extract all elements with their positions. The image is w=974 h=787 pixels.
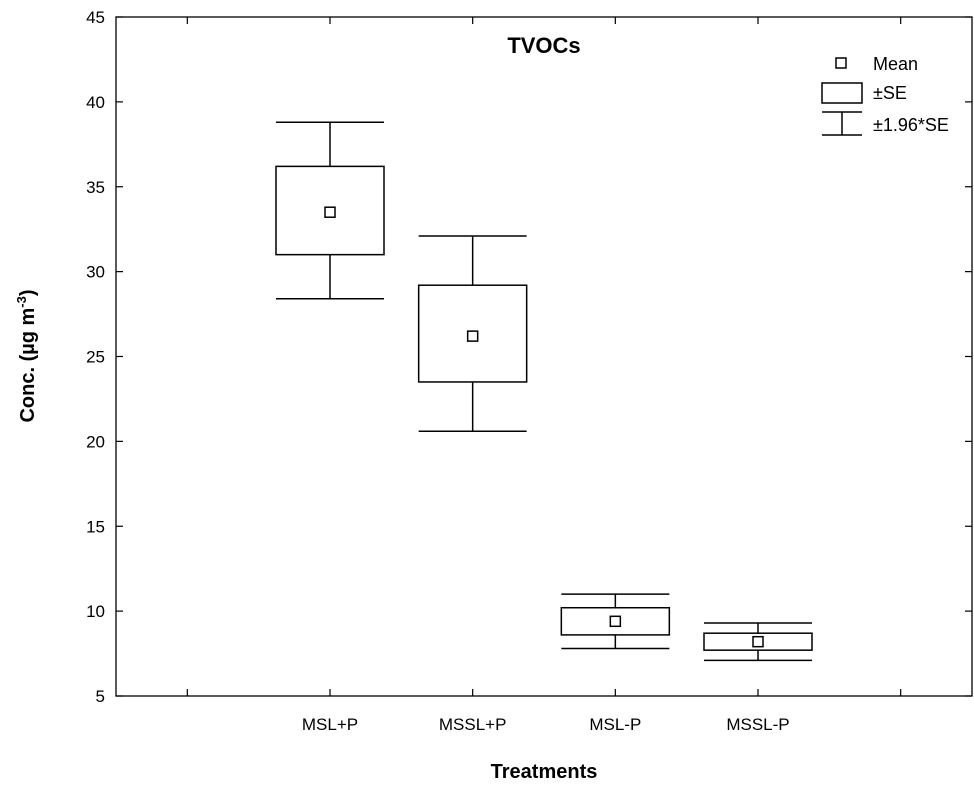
y-axis-ticks: 5 10 15 20 25 30 35 40 45 [86,8,972,706]
box-series [275,121,813,662]
y-tick-label: 30 [86,263,105,282]
plot-frame [115,16,973,697]
mean-marker [324,206,336,218]
y-tick-label: 45 [86,8,105,27]
box-mssl-p [417,235,528,432]
y-axis-title-main: Conc. (µg m [17,308,39,423]
se-box [560,606,671,636]
x-tick-label: MSL-P [589,715,641,734]
y-tick-label: 10 [86,602,105,621]
x-tick-label: MSSL-P [726,715,789,734]
mean-marker [752,635,764,648]
mean-marker [466,330,479,342]
x-tick-label: MSL+P [302,715,358,734]
box-msl-p [275,121,385,300]
x-tick-label: MSSL+P [439,715,507,734]
legend-se-symbol [821,82,863,104]
legend-mean-label: Mean [873,54,918,74]
y-tick-label: 20 [86,432,105,451]
legend-se-label: ±SE [873,83,907,103]
x-axis-title: Treatments [491,761,598,782]
mean-marker [609,615,622,628]
y-tick-label: 35 [86,178,105,197]
svg-text:Conc. (µg m-3): Conc. (µg m-3) [14,289,39,422]
x-axis-ticks: MSL+P MSSL+P MSL-P MSSL-P [186,17,902,734]
y-axis-title-suffix: ) [17,289,39,296]
y-tick-label: 15 [86,517,105,536]
y-tick-label: 25 [86,348,105,367]
y-tick-label: 5 [96,687,105,706]
box-msl-p [560,593,671,650]
legend: Mean ±SE ±1.96*SE [821,54,949,136]
y-axis-title-superscript: -3 [14,296,29,308]
legend-ci-label: ±1.96*SE [873,115,949,135]
y-tick-label: 40 [86,93,105,112]
legend-mean-symbol [835,57,847,69]
chart-title: TVOCs [507,33,580,58]
box-mssl-p [703,622,813,662]
y-axis-title: Conc. (µg m-3) [14,289,39,422]
